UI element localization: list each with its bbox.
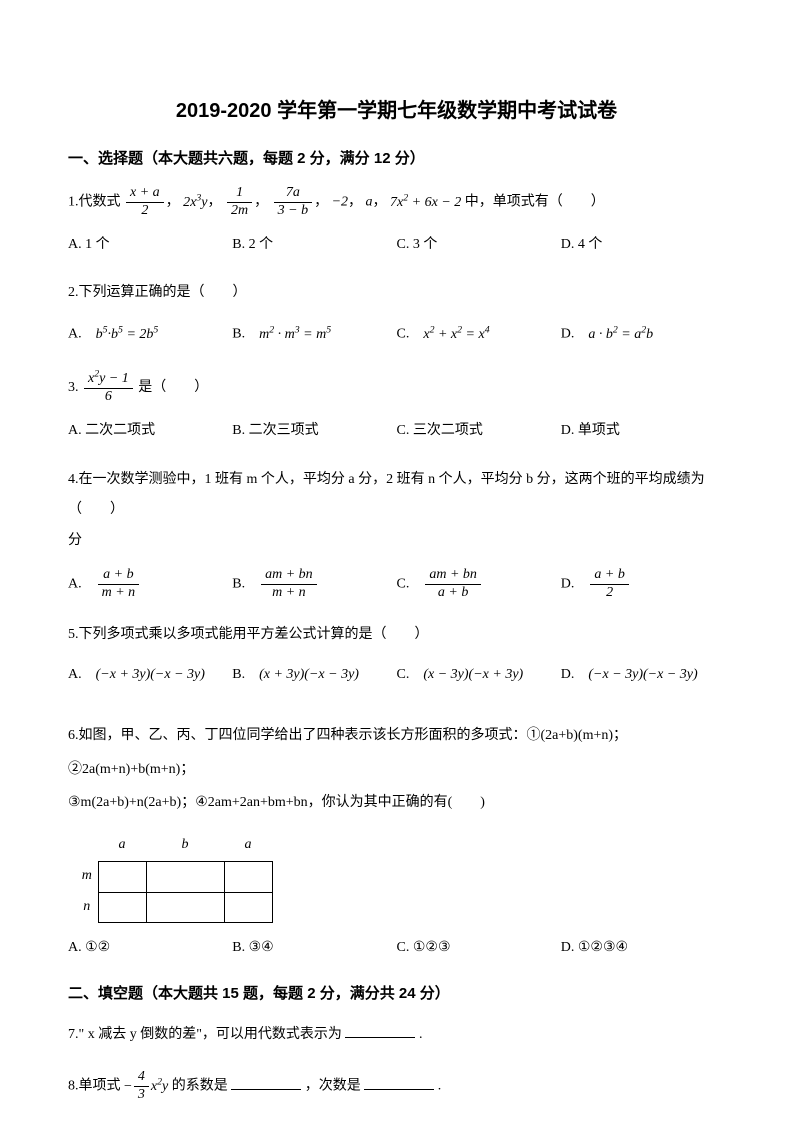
q6-optB: B. ③④	[232, 933, 396, 964]
q6-left-m: m	[76, 861, 98, 892]
q5-optA-math: (−x + 3y)(−x − 3y)	[96, 667, 205, 682]
q2-optC: C. x2 + x2 = x4	[397, 319, 561, 350]
question-6: 6.如图，甲、乙、丙、丁四位同学给出了四种表示该长方形面积的多项式：①(2a+b…	[68, 719, 725, 964]
q6-options: A. ①② B. ③④ C. ①②③ D. ①②③④	[68, 933, 725, 964]
q2-optA: A. b5·b5 = 2b5	[68, 319, 232, 350]
q6-optC: C. ①②③	[397, 933, 561, 964]
q8-prefix: 8.单项式	[68, 1079, 124, 1094]
q2-optC-label: C.	[397, 327, 424, 342]
question-4: 4.在一次数学测验中，1 班有 m 个人，平均分 a 分，2 班有 n 个人，平…	[68, 465, 725, 602]
q3-optA: A. 二次二项式	[68, 416, 232, 447]
q8-expr: −43x2y	[124, 1079, 168, 1094]
q2-optD: D. a · b2 = a2b	[561, 319, 725, 350]
q1-expr6: a	[366, 195, 373, 210]
section1-header: 一、选择题（本大题共六题，每题 2 分，满分 12 分）	[68, 147, 725, 171]
q7-suffix: .	[419, 1027, 423, 1042]
q6-left-n: n	[76, 892, 98, 923]
q1-expr7: 7x2 + 6x − 2	[390, 195, 461, 210]
q4-stem2: 分	[68, 526, 725, 557]
q8-blank1[interactable]	[231, 1076, 301, 1090]
q1-options: A. 1 个 B. 2 个 C. 3 个 D. 4 个	[68, 230, 725, 261]
q8-suffix: .	[438, 1079, 442, 1094]
q5-stem: 5.下列多项式乘以多项式能用平方差公式计算的是（ ）	[68, 620, 725, 651]
q5-optC-label: C.	[397, 667, 424, 682]
q2-stem: 2.下列运算正确的是（ ）	[68, 278, 725, 309]
q4-optD-label: D.	[561, 577, 589, 592]
q6-optD: D. ①②③④	[561, 933, 725, 964]
q4-optB: B. am + bnm + n	[232, 567, 396, 602]
q3-optD: D. 单项式	[561, 416, 725, 447]
q6-optA: A. ①②	[68, 933, 232, 964]
q5-optC-math: (x − 3y)(−x + 3y)	[423, 667, 523, 682]
q1-expr4: 7a3 − b	[274, 185, 312, 220]
question-8: 8.单项式 −43x2y 的系数是 ，次数是 .	[68, 1069, 725, 1104]
q1-stem: 1.代数式 x + a2， 2x3y， 12m， 7a3 − b， −2， a，…	[68, 185, 725, 220]
q6-figure: a b a m n	[76, 830, 273, 923]
q1-expr1: x + a2	[126, 185, 164, 220]
q5-optD-label: D.	[561, 667, 589, 682]
q1-optA: A. 1 个	[68, 230, 232, 261]
question-2: 2.下列运算正确的是（ ） A. b5·b5 = 2b5 B. m2 · m3 …	[68, 278, 725, 350]
q5-optB: B. (x + 3y)(−x − 3y)	[232, 660, 396, 691]
q5-optD-math: (−x − 3y)(−x − 3y)	[588, 667, 697, 682]
q6-stem-line1: 6.如图，甲、乙、丙、丁四位同学给出了四种表示该长方形面积的多项式：①(2a+b…	[68, 719, 725, 786]
q5-optB-math: (x + 3y)(−x − 3y)	[259, 667, 359, 682]
q6-top-a2: a	[224, 830, 272, 861]
q3-prefix: 3.	[68, 379, 82, 394]
q5-optD: D. (−x − 3y)(−x − 3y)	[561, 660, 725, 691]
q2-options: A. b5·b5 = 2b5 B. m2 · m3 = m5 C. x2 + x…	[68, 319, 725, 350]
section2-header: 二、填空题（本大题共 15 题，每题 2 分，满分共 24 分）	[68, 982, 725, 1006]
q1-suffix: 中，单项式有（ ）	[465, 195, 605, 210]
question-3: 3. x2y − 16 是（ ） A. 二次二项式 B. 二次三项式 C. 三次…	[68, 369, 725, 447]
q4-stem: 4.在一次数学测验中，1 班有 m 个人，平均分 a 分，2 班有 n 个人，平…	[68, 465, 725, 527]
q8-mid1: 的系数是	[172, 1079, 228, 1094]
q2-optD-label: D.	[561, 327, 589, 342]
q7-prefix: 7." x 减去 y 倒数的差"，可以用代数式表示为	[68, 1027, 342, 1042]
q2-optB: B. m2 · m3 = m5	[232, 319, 396, 350]
q2-optA-label: A.	[68, 327, 96, 342]
question-1: 1.代数式 x + a2， 2x3y， 12m， 7a3 − b， −2， a，…	[68, 185, 725, 260]
q1-expr3: 12m	[227, 185, 252, 220]
q4-optA-label: A.	[68, 577, 96, 592]
question-7: 7." x 减去 y 倒数的差"，可以用代数式表示为 .	[68, 1020, 725, 1051]
q6-stem-line2: ③m(2a+b)+n(2a+b)；④2am+2an+bm+bn，你认为其中正确的…	[68, 786, 725, 820]
q1-optC: C. 3 个	[397, 230, 561, 261]
q4-optC-label: C.	[397, 577, 424, 592]
page-title: 2019-2020 学年第一学期七年级数学期中考试试卷	[68, 95, 725, 127]
q3-suffix: 是（ ）	[138, 379, 208, 394]
q5-optA: A. (−x + 3y)(−x − 3y)	[68, 660, 232, 691]
q8-blank2[interactable]	[364, 1076, 434, 1090]
q3-options: A. 二次二项式 B. 二次三项式 C. 三次二项式 D. 单项式	[68, 416, 725, 447]
q5-optC: C. (x − 3y)(−x + 3y)	[397, 660, 561, 691]
q4-options: A. a + bm + n B. am + bnm + n C. am + bn…	[68, 567, 725, 602]
q3-optC: C. 三次二项式	[397, 416, 561, 447]
q5-optA-label: A.	[68, 667, 96, 682]
q1-expr2: 2x3y	[183, 195, 207, 210]
q7-blank[interactable]	[345, 1024, 415, 1038]
q5-options: A. (−x + 3y)(−x − 3y) B. (x + 3y)(−x − 3…	[68, 660, 725, 701]
question-5: 5.下列多项式乘以多项式能用平方差公式计算的是（ ） A. (−x + 3y)(…	[68, 620, 725, 702]
q4-optB-label: B.	[232, 577, 259, 592]
q1-optB: B. 2 个	[232, 230, 396, 261]
q1-optD: D. 4 个	[561, 230, 725, 261]
q3-stem: 3. x2y − 16 是（ ）	[68, 369, 725, 406]
q4-optA: A. a + bm + n	[68, 567, 232, 602]
q1-expr5: −2	[332, 195, 348, 210]
q3-expr: x2y − 16	[84, 369, 133, 406]
q5-optB-label: B.	[232, 667, 259, 682]
q6-top-b: b	[146, 830, 224, 861]
q4-optD: D. a + b2	[561, 567, 725, 602]
q6-top-a1: a	[98, 830, 146, 861]
q1-prefix: 1.代数式	[68, 195, 124, 210]
q2-optB-label: B.	[232, 327, 259, 342]
q4-optC: C. am + bna + b	[397, 567, 561, 602]
q8-mid2: ，次数是	[305, 1079, 361, 1094]
q3-optB: B. 二次三项式	[232, 416, 396, 447]
